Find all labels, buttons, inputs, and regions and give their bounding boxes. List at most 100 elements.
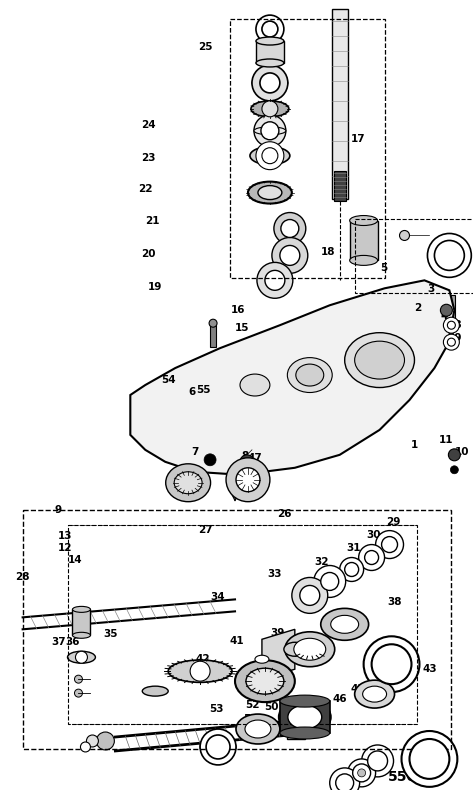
Circle shape	[382, 536, 398, 553]
Circle shape	[347, 759, 375, 787]
Text: 15: 15	[235, 324, 249, 333]
Bar	[69, 524, 418, 724]
Text: 30: 30	[366, 530, 381, 539]
Circle shape	[450, 466, 458, 474]
Bar	[210, 325, 216, 347]
Bar	[23, 509, 451, 749]
Text: 2: 2	[414, 303, 421, 313]
Circle shape	[226, 458, 270, 501]
Text: 50: 50	[264, 702, 279, 712]
Bar	[230, 19, 384, 278]
Circle shape	[345, 562, 359, 577]
Circle shape	[314, 566, 346, 597]
Circle shape	[372, 644, 411, 684]
Circle shape	[86, 735, 99, 747]
Text: 33: 33	[268, 570, 282, 580]
Ellipse shape	[73, 632, 91, 638]
Text: 22: 22	[138, 184, 153, 194]
Text: 49: 49	[447, 333, 462, 343]
Circle shape	[75, 651, 87, 663]
Ellipse shape	[331, 615, 359, 634]
Circle shape	[365, 551, 379, 565]
Text: 1: 1	[411, 440, 418, 450]
Circle shape	[375, 531, 403, 558]
Circle shape	[204, 454, 216, 466]
Bar	[447, 295, 456, 324]
Ellipse shape	[280, 727, 330, 739]
Circle shape	[443, 334, 459, 350]
Circle shape	[330, 768, 360, 791]
Ellipse shape	[255, 655, 269, 663]
Circle shape	[272, 237, 308, 274]
Text: 31: 31	[346, 543, 361, 553]
Text: 25: 25	[198, 42, 212, 52]
Text: 24: 24	[141, 119, 155, 130]
Circle shape	[262, 101, 278, 117]
Circle shape	[358, 769, 365, 777]
Text: 28: 28	[15, 573, 30, 582]
Text: 10: 10	[455, 447, 470, 457]
Ellipse shape	[256, 37, 284, 45]
Circle shape	[447, 339, 456, 346]
Ellipse shape	[251, 101, 289, 117]
Circle shape	[206, 735, 230, 759]
Bar	[287, 717, 305, 739]
Bar	[73, 609, 91, 635]
Circle shape	[292, 577, 328, 613]
Text: 41: 41	[230, 636, 244, 646]
Text: 37: 37	[51, 638, 66, 647]
Text: 14: 14	[68, 554, 83, 565]
Circle shape	[401, 731, 457, 787]
Ellipse shape	[235, 660, 295, 702]
Text: 52: 52	[245, 700, 259, 710]
Text: 12: 12	[58, 543, 73, 553]
Text: 13: 13	[58, 531, 73, 540]
Circle shape	[265, 271, 285, 290]
Ellipse shape	[355, 680, 394, 708]
Ellipse shape	[254, 127, 286, 134]
Circle shape	[364, 636, 419, 692]
Circle shape	[209, 320, 217, 327]
Circle shape	[448, 448, 460, 461]
Text: 8: 8	[241, 451, 248, 461]
Ellipse shape	[296, 364, 324, 386]
Circle shape	[254, 115, 286, 147]
Circle shape	[190, 661, 210, 681]
Text: 20: 20	[141, 249, 155, 259]
Bar	[332, 9, 347, 199]
Text: 11: 11	[439, 435, 454, 445]
Ellipse shape	[345, 333, 414, 388]
Text: 39: 39	[271, 628, 285, 638]
Text: 35: 35	[103, 630, 118, 639]
Circle shape	[447, 321, 456, 329]
Ellipse shape	[168, 660, 232, 683]
Text: 44: 44	[368, 672, 383, 682]
Circle shape	[96, 732, 114, 750]
Circle shape	[257, 263, 293, 298]
Text: 47: 47	[247, 452, 262, 463]
Text: 51: 51	[243, 714, 257, 724]
Text: 34: 34	[211, 592, 225, 603]
Ellipse shape	[67, 651, 95, 663]
Circle shape	[321, 573, 339, 590]
Bar	[355, 218, 474, 293]
Circle shape	[262, 21, 278, 37]
Circle shape	[368, 751, 388, 771]
Ellipse shape	[245, 720, 271, 738]
Text: 45: 45	[350, 684, 365, 694]
Circle shape	[410, 739, 449, 779]
Text: 29: 29	[386, 517, 401, 527]
Circle shape	[400, 230, 410, 240]
Text: 6: 6	[189, 387, 196, 397]
Ellipse shape	[279, 699, 331, 735]
Circle shape	[81, 742, 91, 752]
Circle shape	[262, 148, 278, 164]
Circle shape	[200, 729, 236, 765]
Polygon shape	[130, 280, 455, 475]
Text: 48: 48	[447, 320, 462, 330]
Ellipse shape	[402, 740, 457, 778]
Ellipse shape	[350, 215, 378, 225]
Text: 23: 23	[141, 153, 155, 163]
Circle shape	[340, 558, 364, 581]
Ellipse shape	[258, 186, 282, 199]
